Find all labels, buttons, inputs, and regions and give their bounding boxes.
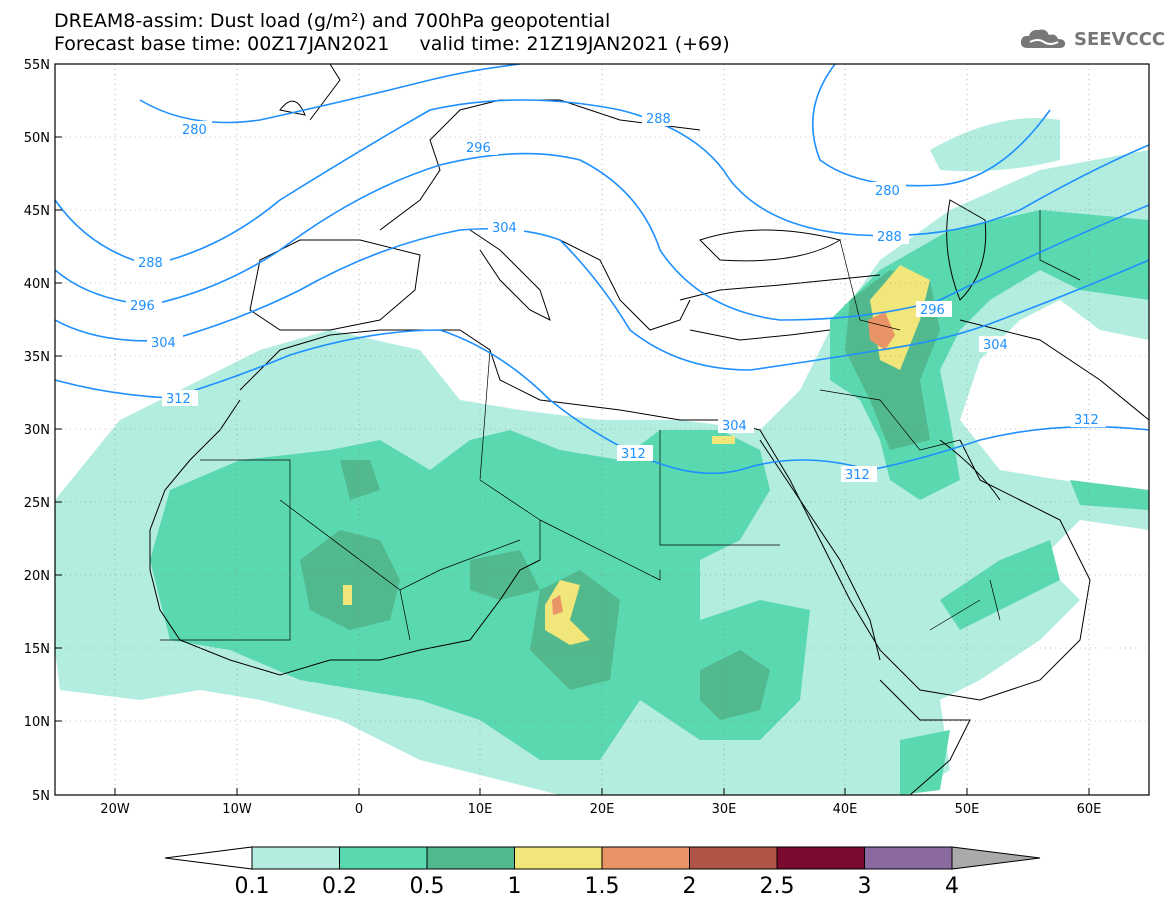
dust-layer-1-5 bbox=[552, 312, 895, 615]
colorbar-label: 2 bbox=[683, 874, 697, 899]
colorbar-cell bbox=[514, 846, 603, 870]
grid-lines bbox=[55, 64, 1149, 795]
contour-label-280-east: 280 bbox=[875, 184, 900, 199]
lon-label: 20W bbox=[100, 802, 130, 817]
forecast-time-line: Forecast base time: 00Z17JAN2021 valid t… bbox=[54, 33, 730, 55]
lat-label: 25N bbox=[24, 496, 50, 511]
lon-label: 0 bbox=[355, 802, 363, 817]
cloud-icon bbox=[1020, 29, 1066, 48]
seevccc-logo: SEEVCCC bbox=[1018, 26, 1165, 52]
lat-label: 45N bbox=[24, 204, 50, 219]
contour-304 bbox=[55, 227, 1149, 371]
lon-label: 50E bbox=[955, 802, 980, 817]
contour-label-288-east: 288 bbox=[877, 230, 902, 245]
lat-label: 40N bbox=[24, 277, 50, 292]
colorbar-low-arrow bbox=[164, 846, 253, 870]
colorbar-cell bbox=[689, 846, 778, 870]
colorbar-label: 0.2 bbox=[322, 874, 357, 899]
colorbar-cell bbox=[426, 846, 515, 870]
contour-label-304-mid: 304 bbox=[492, 221, 517, 236]
colorbar-cell bbox=[251, 846, 340, 870]
lon-label: 40E bbox=[833, 802, 858, 817]
latitude-labels: 55N 50N 45N 40N 35N 30N 25N 20N 15N 10N … bbox=[24, 58, 50, 804]
map-title: DREAM8-assim: Dust load (g/m²) and 700hP… bbox=[54, 10, 611, 32]
contour-label-296-east: 296 bbox=[920, 303, 945, 318]
lon-label: 10W bbox=[222, 802, 252, 817]
colorbar-label: 1 bbox=[508, 874, 522, 899]
contour-312 bbox=[55, 329, 1149, 475]
map-area: 280 280 288 288 288 296 296 296 304 304 … bbox=[55, 64, 1149, 795]
contour-label-312-arabia: 312 bbox=[845, 468, 870, 483]
lon-label: 60E bbox=[1077, 802, 1102, 817]
lon-label: 30E bbox=[712, 802, 737, 817]
contour-label-304-egypt: 304 bbox=[722, 419, 747, 434]
lat-label: 35N bbox=[24, 350, 50, 365]
colorbar-cell bbox=[776, 846, 865, 870]
lat-label: 10N bbox=[24, 715, 50, 730]
lat-label: 30N bbox=[24, 423, 50, 438]
longitude-labels: 20W 10W 0 10E 20E 30E 40E 50E 60E bbox=[100, 802, 1101, 817]
contour-label-312-east: 312 bbox=[1074, 413, 1099, 428]
contour-label-304-east: 304 bbox=[983, 338, 1008, 353]
coastlines bbox=[149, 64, 1149, 795]
lat-label: 50N bbox=[24, 131, 50, 146]
colorbar-label: 0.5 bbox=[410, 874, 445, 899]
logo-text: SEEVCCC bbox=[1074, 28, 1165, 50]
contour-label-280: 280 bbox=[182, 123, 207, 138]
lon-label: 20E bbox=[590, 802, 615, 817]
colorbar-label: 3 bbox=[858, 874, 872, 899]
colorbar-label: 1.5 bbox=[585, 874, 620, 899]
colorbar: 0.1 0.2 0.5 1 1.5 2 2.5 3 4 bbox=[164, 846, 1041, 899]
contour-label-296: 296 bbox=[130, 299, 155, 314]
contour-label-312-mid: 312 bbox=[621, 447, 646, 462]
colorbar-label: 0.1 bbox=[235, 874, 270, 899]
axis-ticks bbox=[55, 63, 1090, 795]
contour-label-288: 288 bbox=[138, 256, 163, 271]
contour-labels: 280 280 288 288 288 296 296 296 304 304 … bbox=[126, 110, 1106, 483]
contour-label-312: 312 bbox=[166, 392, 191, 407]
contour-280 bbox=[139, 64, 521, 124]
contour-288 bbox=[55, 99, 1149, 266]
colorbar-high-arrow bbox=[951, 846, 1041, 870]
contour-label-296-mid: 296 bbox=[466, 141, 491, 156]
lat-label: 5N bbox=[32, 789, 50, 804]
contour-label-304: 304 bbox=[151, 336, 176, 351]
lat-label: 20N bbox=[24, 569, 50, 584]
lat-label: 15N bbox=[24, 642, 50, 657]
colorbar-label: 2.5 bbox=[760, 874, 795, 899]
colorbar-cell bbox=[339, 846, 428, 870]
colorbar-label: 4 bbox=[945, 874, 959, 899]
lon-label: 10E bbox=[468, 802, 493, 817]
colorbar-cell bbox=[864, 846, 953, 870]
contour-label-288-mid: 288 bbox=[646, 112, 671, 127]
colorbar-cell bbox=[601, 846, 690, 870]
lat-label: 55N bbox=[24, 58, 50, 73]
